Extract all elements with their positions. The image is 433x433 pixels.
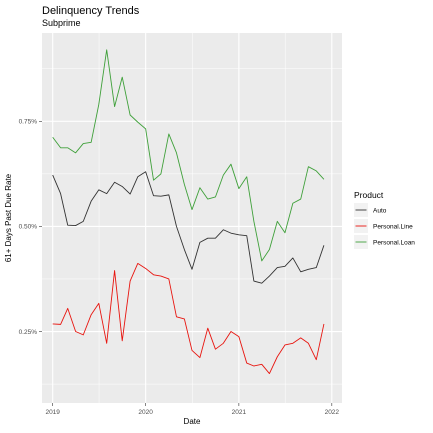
x-axis-title: Date: [184, 417, 201, 426]
legend-items: Auto Personal.Line Personal.Loan: [354, 203, 415, 249]
legend-title: Product: [354, 190, 384, 200]
y-axis-ticks: 0.25% 0.50% 0.75%: [19, 119, 42, 336]
y-tick-label: 0.25%: [19, 329, 38, 336]
chart-subtitle: Subprime: [42, 18, 81, 28]
series-line-personal-line: [52, 262, 325, 375]
x-tick-label: 2019: [45, 409, 60, 416]
x-tick-label: 2020: [138, 409, 153, 416]
legend-label: Personal.Loan: [373, 239, 415, 246]
x-axis-ticks: 2019 2020 2021 2022: [45, 403, 339, 416]
x-tick-label: 2021: [232, 409, 247, 416]
legend-label: Personal.Line: [373, 223, 413, 230]
y-tick-label: 0.75%: [19, 119, 38, 126]
legend: Product Auto Personal.Line Personal.Loan: [354, 190, 415, 249]
x-tick-label: 2022: [325, 409, 340, 416]
y-tick-label: 0.50%: [19, 224, 38, 231]
series-line-auto: [52, 171, 325, 284]
grid-minor: [42, 33, 342, 403]
chart-title: Delinquency Trends: [42, 5, 140, 17]
series-line-personal-loan: [52, 49, 325, 262]
grid-major: [42, 33, 342, 403]
y-axis-title: 61+ Days Past Due Rate: [4, 173, 13, 262]
series-lines: [52, 49, 325, 375]
plot-panel: [42, 33, 342, 403]
legend-label: Auto: [373, 207, 387, 214]
